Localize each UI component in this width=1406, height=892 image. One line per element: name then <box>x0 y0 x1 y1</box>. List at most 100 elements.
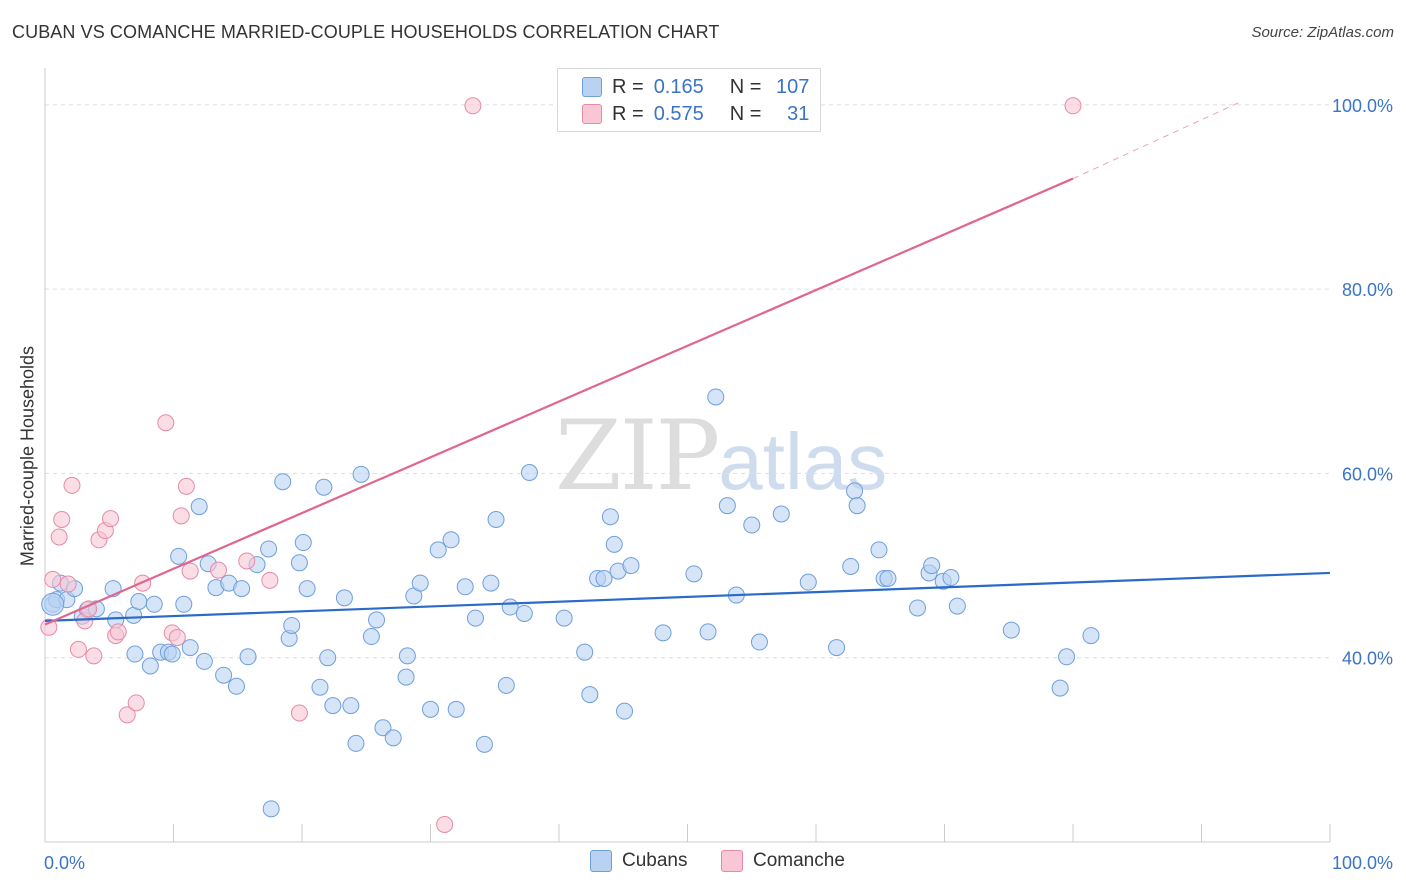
cubans-point <box>262 800 280 818</box>
cubans-point <box>520 464 538 482</box>
cubans-point <box>772 505 790 523</box>
cubans-point <box>879 569 897 587</box>
cubans-point <box>487 511 505 528</box>
x-tick-label-min: 0.0% <box>44 853 85 873</box>
stats-legend: R = 0.165 N = 107 R = 0.575 N = 31 <box>557 68 821 132</box>
cubans-point <box>283 616 301 634</box>
comanche-point <box>127 694 145 712</box>
cubans-point <box>923 557 941 575</box>
comanche-point <box>261 571 279 589</box>
cubans-point <box>743 516 761 534</box>
cubans-point <box>274 473 292 491</box>
cubans-point <box>501 598 519 616</box>
cubans-point <box>239 648 257 666</box>
cubans-point <box>195 652 213 670</box>
cubans-point <box>170 547 188 565</box>
cubans-point <box>163 645 181 663</box>
cubans-legend-swatch <box>590 850 612 872</box>
cubans-point <box>335 589 353 607</box>
legend-n-label: N = <box>729 75 762 98</box>
y-tick-label: 60.0% <box>1342 464 1393 484</box>
cubans-point <box>290 554 308 572</box>
comanche-point <box>168 628 186 646</box>
comanche-point <box>85 647 103 665</box>
cubans-point <box>842 557 860 575</box>
cubans-point <box>750 633 768 651</box>
cubans-point <box>848 497 866 515</box>
cubans-point <box>384 729 402 747</box>
x-tick-label-max: 100.0% <box>1332 853 1393 873</box>
cubans-point <box>909 599 927 617</box>
cubans-point <box>581 686 599 704</box>
cubans-point <box>429 541 447 559</box>
comanche-point <box>53 511 71 528</box>
comanche-point <box>63 476 81 494</box>
cubans-point <box>699 623 717 641</box>
comanche-point <box>44 570 62 588</box>
cubans-point <box>311 678 329 696</box>
cubans-point <box>1051 679 1069 697</box>
cubans-point <box>466 609 484 627</box>
comanche-trend-extension <box>1072 101 1241 180</box>
cubans-point <box>145 595 163 613</box>
y-tick-label: 80.0% <box>1342 280 1393 300</box>
cubans-point <box>1002 621 1020 639</box>
cubans-point <box>685 565 703 583</box>
cubans-point <box>601 508 619 526</box>
legend-row-cubans: R = 0.165 N = 107 <box>582 75 809 99</box>
cubans-point <box>130 593 148 611</box>
legend-item-comanche: Comanche <box>721 850 845 872</box>
comanche-point <box>181 562 199 580</box>
comanche-point <box>59 575 77 593</box>
cubans-point <box>605 535 623 553</box>
cubans-point <box>260 540 278 558</box>
cubans-point <box>515 604 533 622</box>
cubans-point <box>595 569 613 587</box>
legend-r-label: R = <box>612 102 644 125</box>
legend-r-value: 0.575 <box>653 102 704 125</box>
comanche-legend-swatch <box>721 850 743 872</box>
cubans-point <box>319 649 337 667</box>
cubans-point <box>576 643 594 661</box>
comanche-point <box>1064 97 1082 115</box>
cubans-point <box>497 676 515 694</box>
cubans-point <box>555 609 573 627</box>
cubans-point <box>707 388 725 406</box>
cubans-point <box>846 482 864 500</box>
cubans-point <box>368 611 386 629</box>
cubans-point <box>397 668 415 686</box>
cubans-point <box>181 639 199 657</box>
cubans-point <box>948 597 966 615</box>
y-axis-label: Married-couple Households <box>17 345 38 567</box>
cubans-point <box>215 666 233 684</box>
comanche-point <box>209 561 227 579</box>
legend-row-comanche: R = 0.575 N = 31 <box>582 102 809 126</box>
cubans-point <box>482 574 500 592</box>
cubans-point <box>942 569 960 587</box>
cubans-point <box>422 700 439 718</box>
comanche-point <box>118 706 136 724</box>
source-credit: Source: ZipAtlas.com <box>1251 24 1394 41</box>
cubans-point <box>233 580 251 598</box>
y-tick-label: 100.0% <box>1332 96 1393 116</box>
cubans-point <box>347 734 365 752</box>
cubans-point <box>1082 627 1100 645</box>
legend-r-value: 0.165 <box>653 75 704 98</box>
cubans-point <box>362 628 380 646</box>
legend-n-value: 107 <box>776 75 810 98</box>
cubans-point <box>456 578 474 596</box>
cubans-point <box>227 677 245 695</box>
cubans-trend-line <box>44 571 1331 622</box>
cubans-point <box>190 498 208 516</box>
legend-n-label: N = <box>729 102 762 125</box>
cubans-point <box>828 639 846 657</box>
legend-r-label: R = <box>612 75 644 98</box>
comanche-point <box>172 507 190 525</box>
legend-n-value: 31 <box>787 102 810 125</box>
cubans-point <box>298 580 316 598</box>
comanche-swatch <box>582 104 602 124</box>
cubans-point <box>475 735 493 753</box>
y-tick-label: 40.0% <box>1342 649 1393 669</box>
cubans-point <box>411 574 429 592</box>
